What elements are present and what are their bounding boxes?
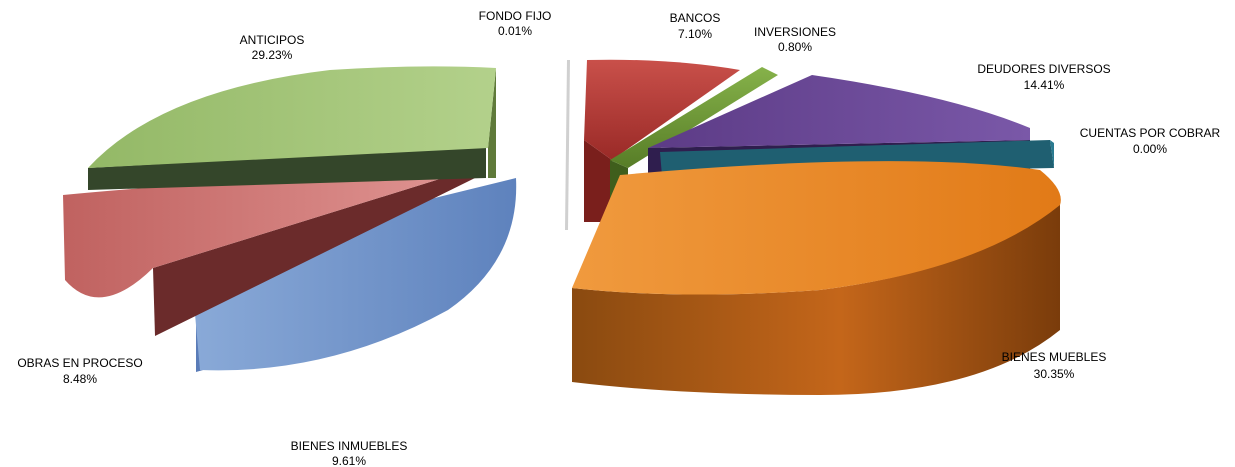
label-bienes-inmuebles: BIENES INMUEBLES <box>291 439 408 453</box>
slice-fondo-fijo <box>565 60 570 230</box>
value-inversiones: 0.80% <box>778 40 812 54</box>
value-fondo-fijo: 0.01% <box>498 24 532 38</box>
label-obras: OBRAS EN PROCESO <box>17 356 142 370</box>
label-deudores: DEUDORES DIVERSOS <box>977 62 1110 76</box>
value-cuentas: 0.00% <box>1133 142 1167 156</box>
label-inversiones: INVERSIONES <box>754 25 836 39</box>
value-bancos: 7.10% <box>678 27 712 41</box>
value-bienes-inmuebles: 9.61% <box>332 454 366 467</box>
label-fondo-fijo: FONDO FIJO <box>479 9 552 23</box>
slice-bancos <box>584 59 740 222</box>
value-bienes-muebles: 30.35% <box>1034 367 1075 381</box>
value-anticipos: 29.23% <box>252 48 293 62</box>
value-deudores: 14.41% <box>1024 78 1065 92</box>
label-cuentas: CUENTAS POR COBRAR <box>1080 126 1221 140</box>
label-bancos: BANCOS <box>670 11 721 25</box>
slice-bienes-muebles <box>572 161 1061 395</box>
slice-anticipos <box>88 66 496 190</box>
slice-obras <box>63 168 475 336</box>
label-anticipos: ANTICIPOS <box>240 33 305 47</box>
value-obras: 8.48% <box>63 372 97 386</box>
label-bienes-muebles: BIENES MUEBLES <box>1002 350 1107 364</box>
